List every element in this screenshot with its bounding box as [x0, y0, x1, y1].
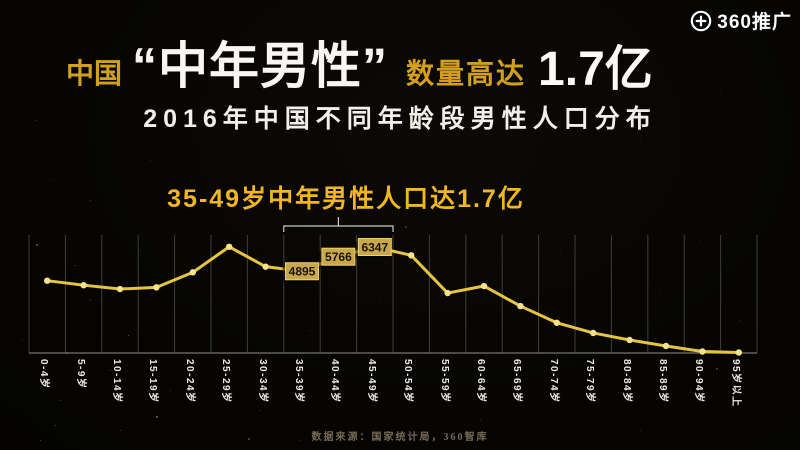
x-axis-label: 65-69岁 [511, 359, 523, 404]
x-axis-label: 30-34岁 [256, 359, 268, 404]
x-axis-label: 10-14岁 [111, 359, 122, 404]
data-point [662, 342, 670, 350]
star-dust-background-bright [0, 0, 2, 2]
bracket-annotation: 35-49岁中年男性人口达1.7亿 [167, 185, 525, 213]
x-axis-label: 15-19岁 [147, 359, 159, 404]
population-line [45, 245, 741, 354]
data-point [735, 349, 742, 356]
x-axis-label: 20-24岁 [183, 359, 195, 404]
data-point [226, 243, 233, 250]
chart-subtitle: 2016年中国不同年龄段男性人口分布 [143, 105, 657, 133]
title-prefix: 中国 [66, 58, 123, 89]
data-point [444, 289, 451, 297]
population-line-chart: 4895 5766 6347 [20, 210, 780, 360]
data-point [116, 285, 124, 293]
data-point [153, 284, 160, 291]
title-quoted-phrase: “中年男性” [132, 38, 389, 94]
data-point [189, 269, 196, 276]
x-axis-label: 40-44岁 [329, 359, 341, 404]
x-axis-label: 70-74岁 [547, 359, 559, 404]
value-label: 5766 [325, 250, 352, 264]
x-axis-label: 90-94岁 [693, 359, 705, 404]
logo-text: 360推广 [717, 12, 792, 33]
data-point [590, 329, 597, 337]
title-middle: 数量高达 [406, 58, 527, 89]
value-label-box [357, 238, 392, 256]
x-axis-label: 45-49岁 [365, 359, 377, 404]
data-point [517, 302, 524, 310]
title-highlight-number: 1.7亿 [538, 43, 653, 96]
circle-plus-icon [690, 10, 712, 32]
x-axis-label: 5-9岁 [74, 359, 86, 390]
value-label-box [321, 247, 356, 266]
x-axis-label: 85-89岁 [657, 359, 668, 404]
data-point [480, 282, 488, 290]
page-title: 中国 “中年男性” 数量高达 1.7亿 [66, 26, 653, 98]
data-point [408, 252, 415, 259]
value-label: 6347 [361, 241, 388, 255]
data-point [626, 336, 633, 344]
data-point [262, 263, 269, 270]
x-axis-label: 60-64岁 [475, 359, 486, 404]
data-point [699, 348, 706, 355]
x-axis-label: 0-4岁 [38, 359, 50, 390]
data-source-note: 数据来源：国家统计局，360智库 [311, 432, 489, 443]
x-axis-label: 35-39岁 [293, 359, 304, 404]
x-axis-label: 95岁以上 [729, 359, 741, 408]
range-bracket [283, 217, 394, 232]
value-label: 4895 [289, 265, 316, 279]
x-axis-label: 80-84岁 [620, 359, 632, 404]
data-point [80, 281, 87, 289]
chart-canvas: 4895 5766 6347 [28, 217, 758, 356]
x-axis-label: 25-29岁 [220, 359, 232, 404]
x-axis-label: 55-59岁 [438, 359, 450, 404]
x-axis-label: 75-79岁 [584, 359, 596, 404]
x-axis-label: 50-54岁 [402, 359, 414, 404]
value-label-box [285, 262, 319, 281]
data-point [44, 277, 51, 284]
logo-360-promotion: 360推广 [690, 7, 792, 34]
data-point [553, 319, 560, 326]
